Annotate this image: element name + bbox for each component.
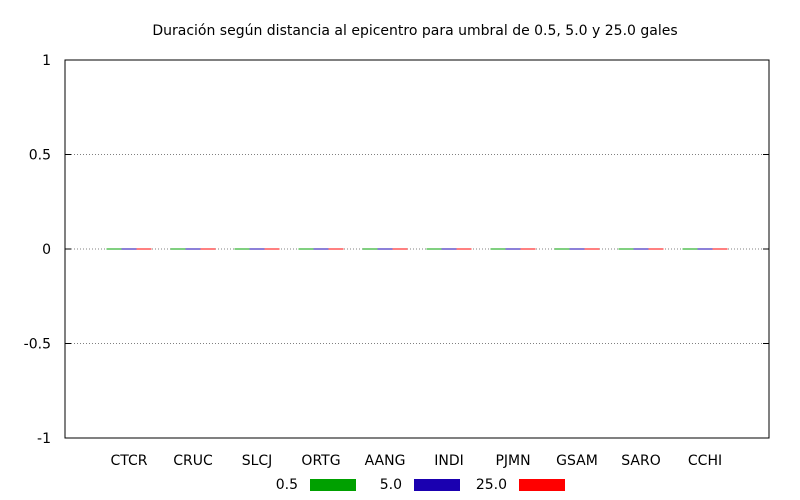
- y-tick-labels: -1 -0.5 0 0.5 1: [24, 53, 51, 447]
- bar: [185, 248, 201, 250]
- bar: [362, 248, 378, 250]
- bar: [441, 248, 457, 250]
- bar: [584, 248, 600, 250]
- chart-title: Duración según distancia al epicentro pa…: [152, 23, 677, 39]
- bar: [200, 248, 216, 250]
- bar: [298, 248, 314, 250]
- bar: [505, 248, 521, 250]
- bar: [633, 248, 649, 250]
- bar: [426, 248, 442, 250]
- y-tick-label: 0: [42, 242, 51, 258]
- bar: [313, 248, 329, 250]
- legend-label: 0.5: [276, 477, 298, 493]
- legend: 0.5 5.0 25.0: [276, 477, 565, 493]
- axes: [64, 59, 770, 439]
- x-tick-label: SLCJ: [242, 453, 273, 469]
- bars: [106, 248, 728, 250]
- bar: [618, 248, 634, 250]
- x-tick-label: CCHI: [688, 453, 722, 469]
- x-tick-label: CTCR: [110, 453, 147, 469]
- legend-swatch: [414, 479, 460, 491]
- bar: [554, 248, 570, 250]
- bar: [648, 248, 664, 250]
- x-tick-label: INDI: [434, 453, 464, 469]
- x-tick-label: ORTG: [301, 453, 340, 469]
- bar: [170, 248, 186, 250]
- plot-border: [64, 59, 770, 439]
- legend-label: 5.0: [380, 477, 402, 493]
- x-tick-label: CRUC: [173, 453, 213, 469]
- bar: [569, 248, 585, 250]
- x-tick-label: GSAM: [556, 453, 598, 469]
- y-tick-label: -0.5: [24, 337, 51, 353]
- bar: [682, 248, 698, 250]
- y-tick-label: 0.5: [29, 148, 51, 164]
- bar: [328, 248, 344, 250]
- bar: [392, 248, 408, 250]
- bar: [377, 248, 393, 250]
- bar: [234, 248, 250, 250]
- bar: [121, 248, 137, 250]
- x-tick-label: SARO: [621, 453, 660, 469]
- bar: [264, 248, 280, 250]
- bar: [136, 248, 152, 250]
- y-tick-label: 1: [42, 53, 51, 69]
- x-tick-labels: CTCR CRUC SLCJ ORTG AANG INDI PJMN GSAM SARO CCHI: [110, 453, 722, 469]
- bar: [456, 248, 472, 250]
- legend-label: 25.0: [476, 477, 507, 493]
- legend-swatch: [519, 479, 565, 491]
- bar: [249, 248, 265, 250]
- bar: [490, 248, 506, 250]
- y-tick-label: -1: [37, 431, 51, 447]
- bar: [697, 248, 713, 250]
- x-tick-label: PJMN: [495, 453, 530, 469]
- bar: [106, 248, 122, 250]
- bar: [712, 248, 728, 250]
- x-tick-label: AANG: [365, 453, 406, 469]
- legend-swatch: [310, 479, 356, 491]
- bar: [520, 248, 536, 250]
